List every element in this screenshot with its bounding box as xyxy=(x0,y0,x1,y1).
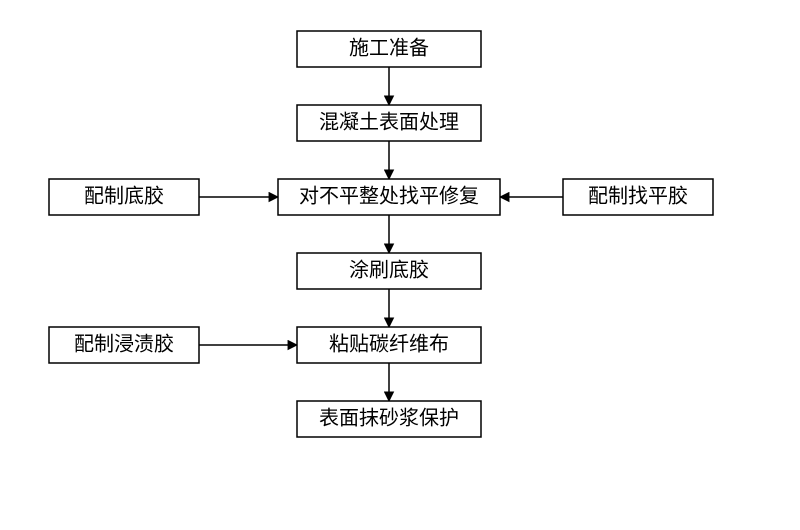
flow-node-label: 施工准备 xyxy=(349,37,429,60)
flow-node: 涂刷底胶 xyxy=(297,253,481,289)
flow-node-label: 配制底胶 xyxy=(84,185,164,208)
flow-node: 对不平整处找平修复 xyxy=(278,179,500,215)
nodes-layer: 施工准备混凝土表面处理对不平整处找平修复涂刷底胶粘贴碳纤维布表面抹砂浆保护 配制底… xyxy=(49,31,713,437)
flow-node-label: 混凝土表面处理 xyxy=(319,111,459,134)
flow-node-label: 配制浸渍胶 xyxy=(74,333,174,356)
flow-node-label: 粘贴碳纤维布 xyxy=(329,333,449,356)
flow-node: 粘贴碳纤维布 xyxy=(297,327,481,363)
flow-node: 施工准备 xyxy=(297,31,481,67)
flowchart-canvas: 施工准备混凝土表面处理对不平整处找平修复涂刷底胶粘贴碳纤维布表面抹砂浆保护 配制底… xyxy=(0,0,800,530)
flow-node-label: 对不平整处找平修复 xyxy=(299,185,479,208)
flow-node: 混凝土表面处理 xyxy=(297,105,481,141)
flow-node: 配制底胶 xyxy=(49,179,199,215)
flow-node: 表面抹砂浆保护 xyxy=(297,401,481,437)
flow-node-label: 涂刷底胶 xyxy=(349,259,429,282)
flow-node-label: 表面抹砂浆保护 xyxy=(319,407,459,430)
flow-node: 配制找平胶 xyxy=(563,179,713,215)
flow-node-label: 配制找平胶 xyxy=(588,185,688,208)
flow-node: 配制浸渍胶 xyxy=(49,327,199,363)
